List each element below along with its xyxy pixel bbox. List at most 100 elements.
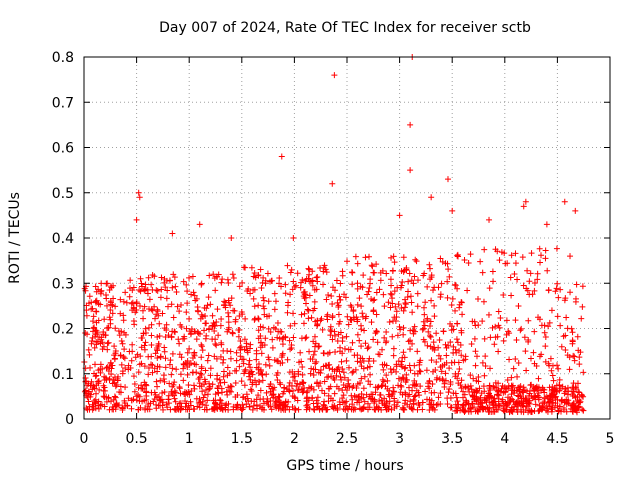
data-point <box>241 346 248 353</box>
data-point <box>87 391 94 398</box>
data-point <box>276 335 283 342</box>
data-point <box>134 351 141 358</box>
data-point <box>139 385 146 392</box>
data-point <box>267 403 274 410</box>
data-point <box>403 371 410 378</box>
data-point <box>260 324 267 331</box>
data-point <box>117 383 124 390</box>
data-point <box>314 322 321 329</box>
data-point <box>538 252 545 259</box>
data-point <box>425 328 432 335</box>
data-point <box>368 319 375 326</box>
data-point <box>491 384 498 391</box>
data-point <box>121 329 128 336</box>
data-point <box>112 325 119 332</box>
data-point <box>214 306 221 313</box>
data-point <box>321 262 328 269</box>
data-point <box>90 382 97 389</box>
data-point <box>95 405 102 412</box>
data-point <box>286 337 293 344</box>
data-point <box>248 369 255 376</box>
data-point <box>373 328 380 335</box>
data-point <box>520 403 527 410</box>
data-point <box>545 323 552 330</box>
data-point <box>558 396 565 403</box>
data-point <box>569 329 576 336</box>
data-point <box>566 366 573 373</box>
data-point <box>411 273 418 280</box>
data-point <box>389 333 396 340</box>
data-point <box>210 271 217 278</box>
data-point <box>229 329 236 336</box>
data-point <box>291 320 298 327</box>
data-point <box>580 369 587 376</box>
data-point <box>142 281 149 288</box>
data-point <box>213 375 220 382</box>
data-point <box>194 403 201 410</box>
data-point <box>144 406 151 413</box>
data-point <box>303 402 310 409</box>
data-point <box>361 327 368 334</box>
data-point <box>527 382 534 389</box>
data-point <box>172 283 179 290</box>
data-point <box>219 359 226 366</box>
data-point <box>442 377 449 384</box>
data-point <box>261 305 268 312</box>
data-point <box>284 302 291 309</box>
data-point <box>535 375 542 382</box>
data-point <box>479 269 486 276</box>
data-point <box>499 382 506 389</box>
data-point <box>182 403 189 410</box>
data-point <box>193 295 200 302</box>
data-point <box>300 320 307 327</box>
data-point <box>317 380 324 387</box>
data-point <box>137 288 144 295</box>
data-point <box>386 403 393 410</box>
data-point <box>201 327 208 334</box>
data-point <box>267 388 274 395</box>
data-point <box>482 363 489 370</box>
data-point <box>412 392 419 399</box>
data-point <box>325 373 332 380</box>
data-point <box>133 216 140 223</box>
data-point <box>327 332 334 339</box>
data-point <box>175 336 182 343</box>
data-point <box>437 291 444 298</box>
data-point <box>160 406 167 413</box>
data-point <box>85 388 92 395</box>
data-point <box>390 253 397 260</box>
data-point <box>140 315 147 322</box>
data-point <box>519 254 526 261</box>
data-point <box>288 266 295 273</box>
data-point <box>212 287 219 294</box>
data-point <box>272 298 279 305</box>
data-point <box>273 404 280 411</box>
data-point <box>460 388 467 395</box>
data-point <box>413 387 420 394</box>
data-point <box>252 377 259 384</box>
data-point <box>479 359 486 366</box>
data-point <box>195 376 202 383</box>
data-point <box>186 315 193 322</box>
data-point <box>561 297 568 304</box>
data-point <box>191 349 198 356</box>
data-point <box>371 269 378 276</box>
data-point <box>376 351 383 358</box>
data-point <box>89 406 96 413</box>
data-point <box>449 207 456 214</box>
data-point <box>281 384 288 391</box>
data-point <box>333 277 340 284</box>
data-point <box>508 252 515 259</box>
data-point <box>549 406 556 413</box>
data-point <box>482 397 489 404</box>
data-point <box>373 328 380 335</box>
data-point <box>287 322 294 329</box>
data-point <box>349 369 356 376</box>
data-point <box>207 385 214 392</box>
data-point <box>172 398 179 405</box>
data-point <box>165 396 172 403</box>
data-point <box>319 326 326 333</box>
data-point <box>167 357 174 364</box>
data-point <box>435 352 442 359</box>
data-point <box>163 321 170 328</box>
